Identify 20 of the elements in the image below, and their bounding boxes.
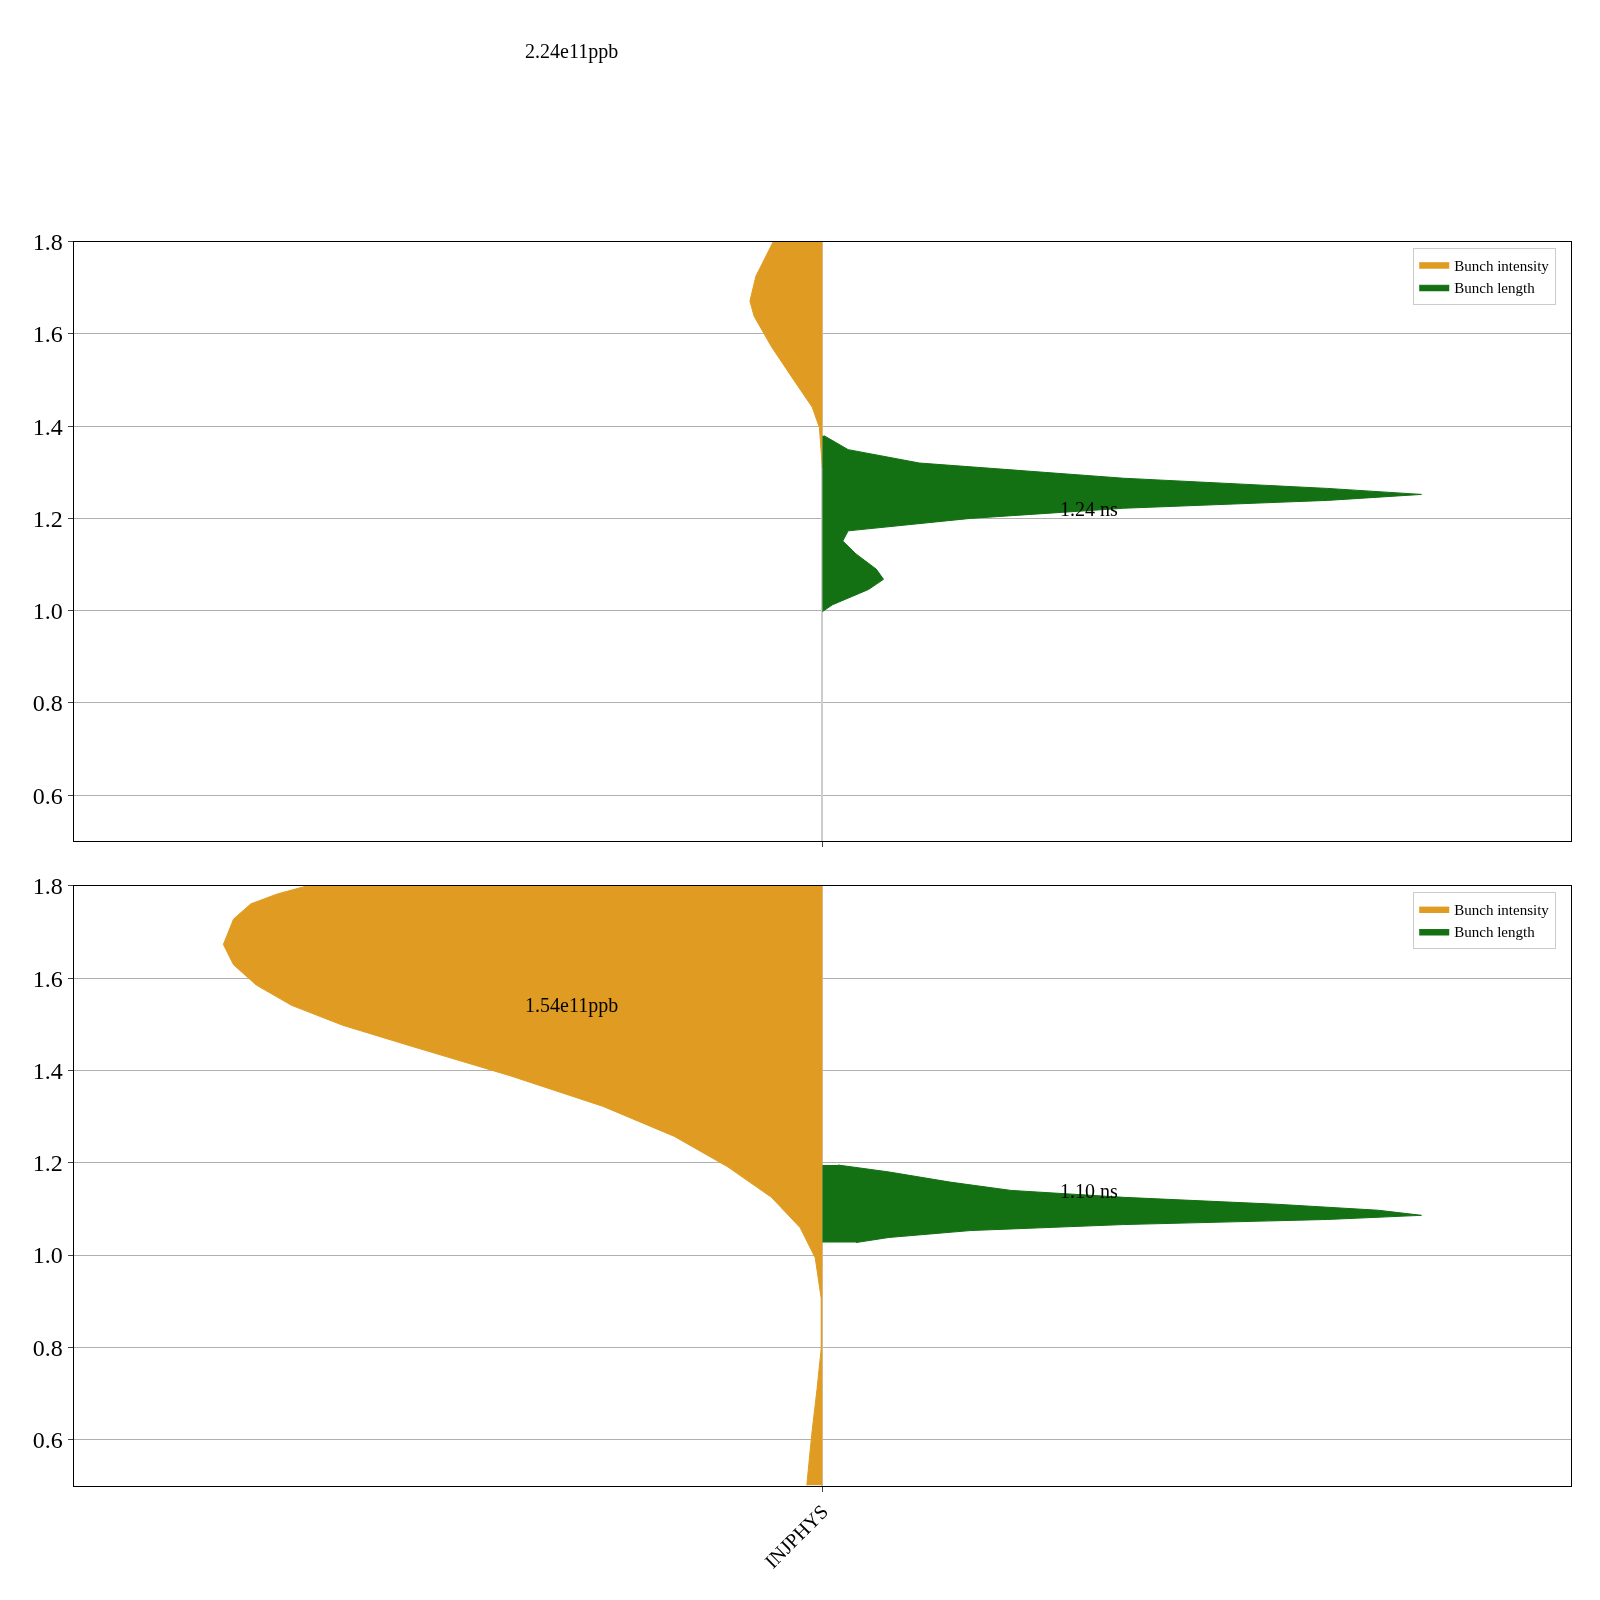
y-tick-label: 1.4	[32, 413, 63, 440]
legend-label: Bunch intensity	[1454, 901, 1550, 918]
legend-label: Bunch length	[1454, 280, 1536, 297]
legend-label: Bunch length	[1454, 924, 1536, 941]
y-tick-label: 1.8	[32, 228, 63, 255]
y-tick-label: 1.2	[32, 1150, 63, 1177]
text: 2.24e11ppb	[525, 40, 619, 63]
y-tick-label: 0.8	[32, 690, 63, 717]
annotation: 1.54e11ppb	[525, 994, 619, 1017]
y-tick-label: 1.6	[32, 321, 63, 348]
y-tick-label: 0.8	[32, 1334, 63, 1361]
y-tick-label: 0.6	[32, 1426, 63, 1453]
y-tick-label: 1.0	[32, 598, 63, 625]
y-tick-label: 1.4	[32, 1057, 63, 1084]
y-tick-label: 1.0	[32, 1242, 63, 1269]
y-tick-label: 1.2	[32, 505, 63, 532]
legend-label: Bunch intensity	[1454, 257, 1550, 274]
y-tick-label: 1.6	[32, 965, 63, 992]
y-tick-label: 1.8	[32, 873, 63, 900]
y-tick-label: 0.6	[32, 782, 63, 809]
